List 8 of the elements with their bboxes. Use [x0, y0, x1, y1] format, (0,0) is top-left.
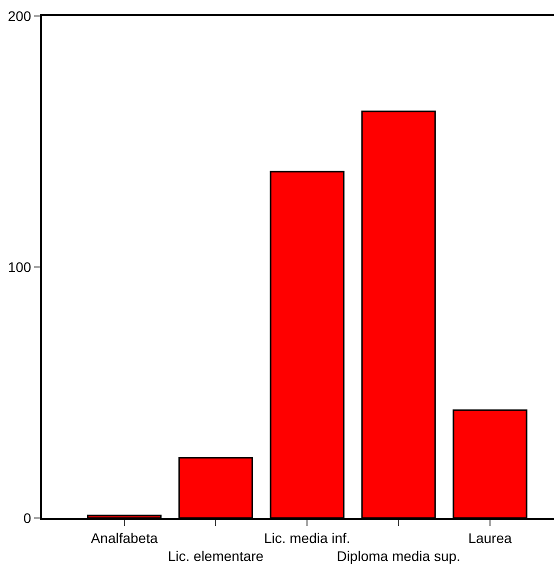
x-tick-label: Lic. media inf.	[264, 530, 350, 546]
x-tick-label: Analfabeta	[90, 530, 158, 546]
y-tick-label: 200	[8, 8, 32, 24]
x-tick-label: Diploma media sup.	[336, 548, 460, 564]
x-tick-label: Laurea	[468, 530, 512, 546]
x-tick-label: Lic. elementare	[168, 548, 264, 564]
y-tick-label: 0	[23, 510, 32, 526]
y-tick-label: 100	[8, 258, 32, 275]
